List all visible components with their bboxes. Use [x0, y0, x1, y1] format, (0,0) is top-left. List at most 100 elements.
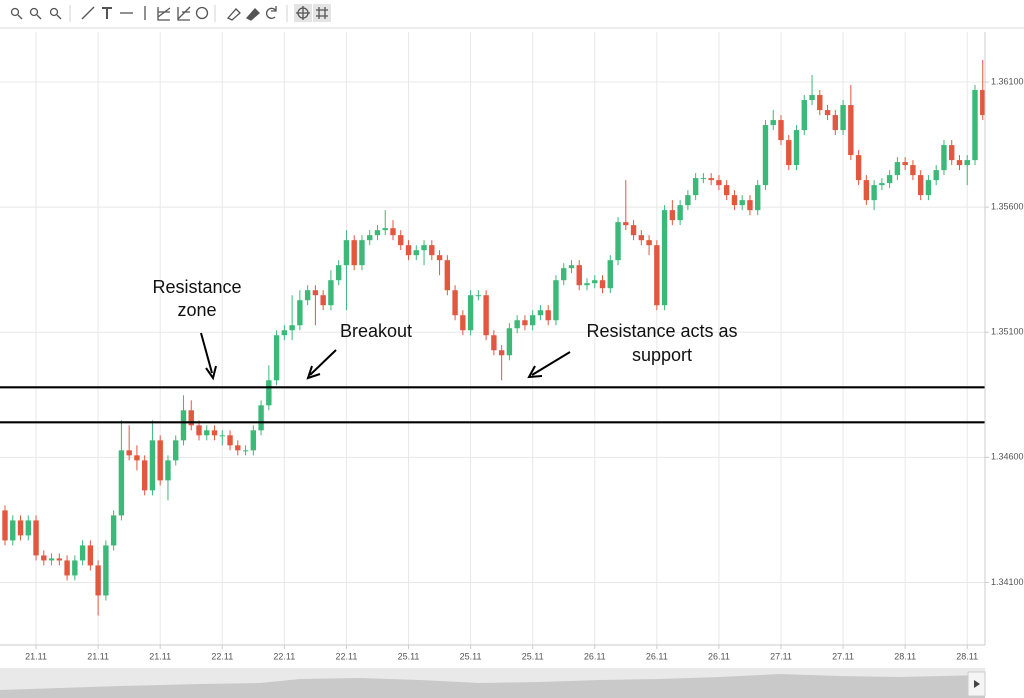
- candle-body: [646, 240, 652, 246]
- candle-body: [118, 450, 125, 516]
- candle-body: [227, 435, 233, 446]
- candle-body: [824, 110, 831, 116]
- candle-body: [421, 245, 427, 251]
- arrow: [531, 351, 571, 376]
- channel-icon[interactable]: [177, 6, 191, 21]
- candle-body: [165, 460, 171, 481]
- candle-body: [103, 545, 109, 596]
- x-tick-label: 22.11: [211, 651, 233, 661]
- x-tick-label: 21.11: [149, 651, 171, 661]
- candle-body: [677, 205, 683, 221]
- candle-body: [917, 175, 924, 196]
- candle-body: [95, 565, 101, 596]
- candle-body: [747, 200, 753, 211]
- candle-body: [157, 440, 163, 481]
- candle-body: [576, 265, 582, 286]
- candle-body: [110, 515, 117, 546]
- candle-body: [739, 200, 745, 206]
- candle-body: [219, 435, 225, 437]
- annotation-text: Resistance acts as: [586, 321, 737, 341]
- candle-body: [79, 545, 86, 561]
- candle-body: [204, 430, 210, 436]
- candle-body: [467, 295, 474, 331]
- y-tick-label: 1.34100: [991, 577, 1024, 587]
- x-tick-label: 26.11: [646, 651, 668, 661]
- candle-body: [149, 440, 156, 491]
- zoom-out-icon[interactable]: [29, 7, 39, 17]
- candle-body: [809, 95, 815, 101]
- candle-body: [297, 300, 303, 326]
- candle-body: [692, 178, 699, 196]
- candle-body: [716, 180, 722, 186]
- candle-body: [498, 350, 505, 356]
- candle-body: [328, 280, 334, 306]
- candle-body: [258, 405, 264, 431]
- candle-body: [770, 120, 776, 126]
- x-tick-label: 22.11: [273, 651, 295, 661]
- candle-body: [180, 410, 187, 441]
- candle-body: [855, 155, 862, 181]
- candle-body: [390, 228, 396, 236]
- fibonacci-icon[interactable]: [157, 7, 171, 21]
- candle-body: [863, 180, 870, 201]
- text-tool-icon[interactable]: [102, 7, 112, 19]
- candle-body: [141, 460, 148, 491]
- candle-body: [281, 330, 288, 336]
- candle-body: [840, 105, 846, 131]
- candle-body: [304, 290, 311, 301]
- candle-body: [506, 328, 513, 356]
- candle-body: [475, 295, 482, 297]
- annotation-text: Breakout: [340, 321, 412, 341]
- candle-body: [956, 160, 963, 166]
- candle-body: [335, 265, 342, 281]
- x-tick-label: 26.11: [708, 651, 730, 661]
- grid-button[interactable]: [313, 4, 331, 22]
- candle-body: [584, 283, 590, 286]
- candle-body: [894, 162, 901, 176]
- candle-body: [25, 520, 31, 536]
- trend-line-icon[interactable]: [81, 6, 95, 20]
- candle-body: [902, 162, 908, 166]
- candle-body: [669, 210, 676, 221]
- candle-body: [460, 315, 466, 331]
- zoom-in-icon[interactable]: [10, 7, 20, 17]
- candle-body: [351, 240, 357, 266]
- candle-body: [832, 115, 839, 131]
- candle-body: [708, 178, 714, 181]
- x-tick-label: 25.11: [398, 651, 420, 661]
- candle-body: [871, 185, 877, 201]
- candle-body: [972, 90, 978, 161]
- x-tick-label: 28.11: [956, 651, 978, 661]
- icon-part: [17, 14, 23, 20]
- candle-body: [980, 90, 986, 116]
- x-tick-label: 27.11: [832, 651, 854, 661]
- candle-body: [48, 558, 55, 561]
- candle-body: [592, 280, 598, 284]
- refresh-icon[interactable]: [266, 6, 277, 19]
- candle-body: [817, 95, 823, 111]
- grid-icon: [316, 7, 328, 19]
- arrow-head: [527, 365, 543, 379]
- cycle-icon[interactable]: [195, 6, 209, 20]
- candle-body: [762, 125, 769, 186]
- arrow: [309, 349, 337, 376]
- candle-body: [607, 260, 613, 289]
- candle-body: [56, 558, 63, 561]
- candle-body: [638, 235, 645, 241]
- icon-part: [296, 6, 310, 20]
- candle-body: [615, 222, 621, 261]
- candle-body: [925, 180, 932, 196]
- navigator: [0, 668, 986, 698]
- candle-body: [367, 235, 373, 241]
- candle-body: [429, 245, 435, 256]
- candle-body: [731, 195, 738, 206]
- eraser-icon[interactable]: [226, 8, 241, 21]
- candle-body: [553, 280, 559, 321]
- zoom-reset-icon[interactable]: [49, 7, 59, 17]
- plot-area: [0, 32, 989, 645]
- candle-body: [491, 335, 497, 351]
- clear-icon[interactable]: [245, 8, 260, 21]
- annotation-text: support: [632, 345, 692, 365]
- x-tick-label: 28.11: [894, 651, 916, 661]
- candle-body: [933, 170, 939, 181]
